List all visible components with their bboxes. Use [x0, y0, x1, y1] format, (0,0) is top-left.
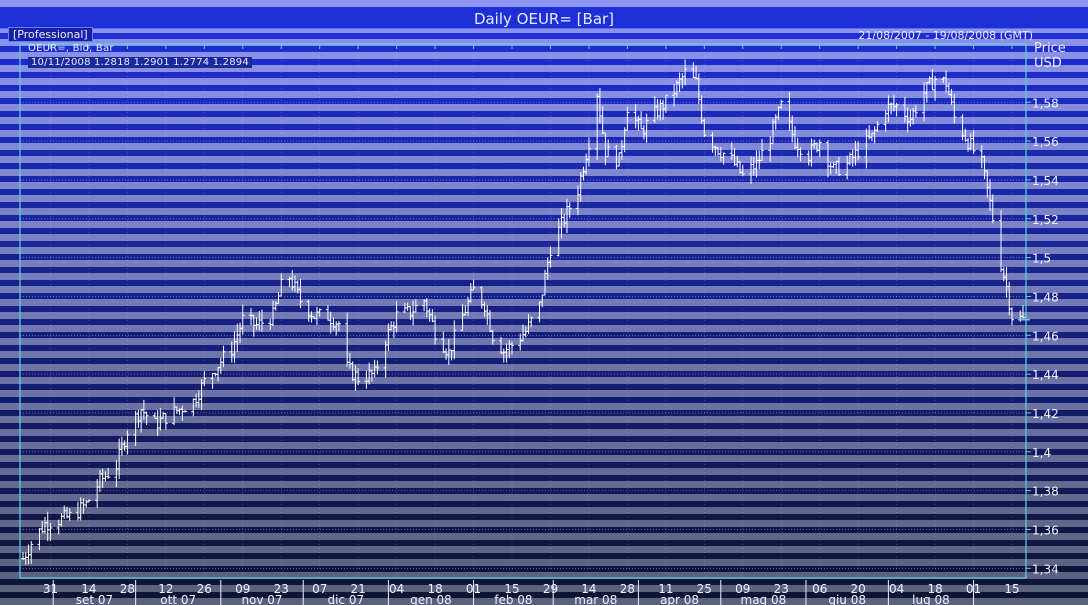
y-tick-label: 1,42: [1032, 407, 1059, 421]
plot-frame: [19, 43, 1027, 579]
y-tick-label: 1,5: [1032, 252, 1051, 266]
y-tick-label: 1,54: [1032, 174, 1059, 188]
x-tick-label: 18: [927, 582, 942, 596]
x-tick-label: 11: [658, 582, 673, 596]
month-label: set 07: [76, 593, 113, 605]
y-axis-unit: USD: [1034, 56, 1062, 71]
month-label: apr 08: [660, 593, 699, 605]
month-label: mag 08: [741, 593, 787, 605]
x-tick-label: 15: [1004, 582, 1019, 596]
instrument-label: OEUR=, Bid, Bar: [28, 43, 114, 54]
x-tick-label: 25: [697, 582, 712, 596]
month-label: lug 08: [912, 593, 950, 605]
x-tick-label: 28: [120, 582, 135, 596]
x-tick-label: 31: [43, 582, 58, 596]
month-label: giu 08: [828, 593, 866, 605]
chart-title: Daily OEUR= [Bar]: [473, 10, 615, 28]
y-tick-label: 1,58: [1032, 96, 1059, 110]
x-tick-label: 04: [889, 582, 904, 596]
y-tick-label: 1,44: [1032, 368, 1059, 382]
y-tick-label: 1,48: [1032, 290, 1059, 304]
x-tick-label: 09: [735, 582, 750, 596]
x-tick-label: 23: [774, 582, 789, 596]
y-tick-label: 1,38: [1032, 485, 1059, 499]
y-tick-label: 1,36: [1032, 523, 1059, 537]
ohlc-series: [21, 59, 1025, 565]
x-tick-label: 07: [312, 582, 327, 596]
month-label: dic 07: [327, 593, 364, 605]
x-tick-label: 12: [158, 582, 173, 596]
y-tick-label: 1,34: [1032, 562, 1059, 576]
last-bar-values: 10/11/2008 1.2818 1.2901 1.2774 1.2894: [28, 57, 252, 68]
month-label: ott 07: [160, 593, 196, 605]
month-label: mar 08: [574, 593, 617, 605]
x-tick-label: 14: [81, 582, 96, 596]
x-tick-label: 06: [812, 582, 827, 596]
y-tick-label: 1,4: [1032, 446, 1051, 460]
x-tick-label: 29: [543, 582, 558, 596]
x-tick-label: 20: [851, 582, 866, 596]
professional-badge[interactable]: [Professional]: [8, 27, 93, 42]
y-axis-title: Price: [1034, 41, 1066, 56]
y-tick-label: 1,52: [1032, 213, 1059, 227]
date-range-label: 21/08/2007 - 19/08/2008 (GMT): [858, 29, 1033, 42]
y-tick-label: 1,56: [1032, 135, 1059, 149]
x-tick-label: 09: [235, 582, 250, 596]
x-tick-label: 23: [274, 582, 289, 596]
x-tick-label: 21: [351, 582, 366, 596]
month-label: nov 07: [241, 593, 282, 605]
title-bar[interactable]: [0, 8, 1088, 29]
x-tick-label: 26: [197, 582, 212, 596]
y-tick-label: 1,46: [1032, 329, 1059, 343]
x-tick-label: 04: [389, 582, 404, 596]
month-label: gen 08: [410, 593, 452, 605]
x-tick-label: 28: [620, 582, 635, 596]
x-tick-label: 14: [581, 582, 596, 596]
month-label: feb 08: [494, 593, 532, 605]
x-tick-label: 18: [427, 582, 442, 596]
x-tick-label: 15: [504, 582, 519, 596]
